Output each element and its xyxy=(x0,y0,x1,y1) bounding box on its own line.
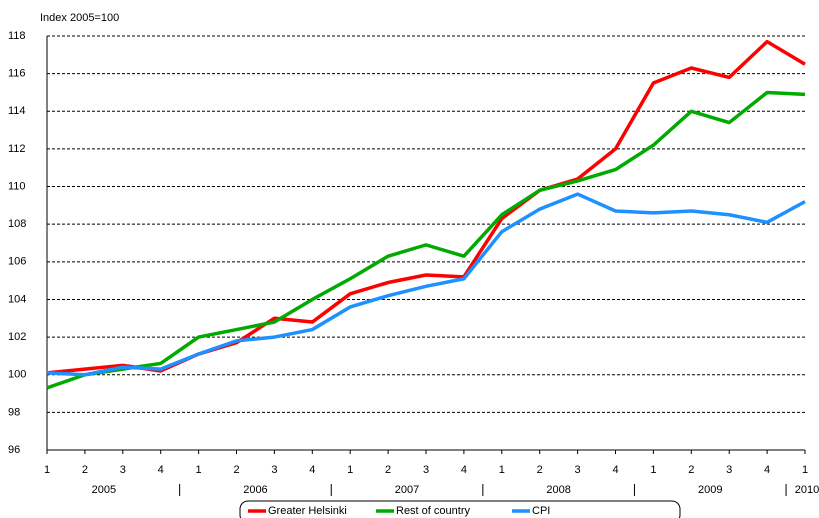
series-line xyxy=(46,192,806,377)
series-line xyxy=(46,39,806,375)
x-tick-label: 3 xyxy=(726,464,732,476)
x-tick-label: 1 xyxy=(196,464,202,476)
x-tick-label: 2 xyxy=(688,464,694,476)
year-label: 2005 xyxy=(92,484,116,496)
y-tick-label: 106 xyxy=(8,256,26,268)
year-label: 2007 xyxy=(395,484,419,496)
y-tick-label: 114 xyxy=(8,105,26,117)
x-tick-label: 1 xyxy=(802,464,808,476)
x-tick-label: 4 xyxy=(158,464,164,476)
legend-label: Rest of country xyxy=(396,505,470,517)
y-tick-label: 104 xyxy=(8,293,26,305)
x-tick-label: 1 xyxy=(499,464,505,476)
x-tick-label: 4 xyxy=(764,464,770,476)
year-label: 2009 xyxy=(698,484,722,496)
y-tick-label: 96 xyxy=(8,444,20,456)
y-tick-label: 116 xyxy=(8,68,26,80)
series-line xyxy=(46,90,806,390)
y-tick-label: 112 xyxy=(8,143,26,155)
x-tick-label: 3 xyxy=(120,464,126,476)
y-tick-label: 110 xyxy=(8,180,26,192)
year-label: 2010 xyxy=(795,484,819,496)
x-tick-label: 1 xyxy=(347,464,353,476)
y-tick-label: 102 xyxy=(8,331,26,343)
y-tick-label: 118 xyxy=(8,30,26,42)
year-label: 2008 xyxy=(546,484,570,496)
y-tick-label: 98 xyxy=(8,406,20,418)
legend-label: Greater Helsinki xyxy=(268,505,347,517)
legend-box xyxy=(239,500,681,518)
x-tick-label: 3 xyxy=(423,464,429,476)
year-label: 2006 xyxy=(243,484,267,496)
legend-label: CPI xyxy=(532,505,550,517)
x-tick-label: 1 xyxy=(650,464,656,476)
x-tick-label: 1 xyxy=(44,464,50,476)
x-tick-label: 4 xyxy=(461,464,467,476)
x-tick-label: 2 xyxy=(233,464,239,476)
x-tick-label: 2 xyxy=(82,464,88,476)
x-tick-label: 4 xyxy=(309,464,315,476)
y-axis-label: Index 2005=100 xyxy=(40,12,119,24)
x-tick-label: 4 xyxy=(612,464,618,476)
x-tick-label: 3 xyxy=(575,464,581,476)
x-tick-label: 2 xyxy=(385,464,391,476)
y-tick-label: 108 xyxy=(8,218,26,230)
x-tick-label: 3 xyxy=(271,464,277,476)
x-tick-label: 2 xyxy=(537,464,543,476)
y-tick-label: 100 xyxy=(8,369,26,381)
